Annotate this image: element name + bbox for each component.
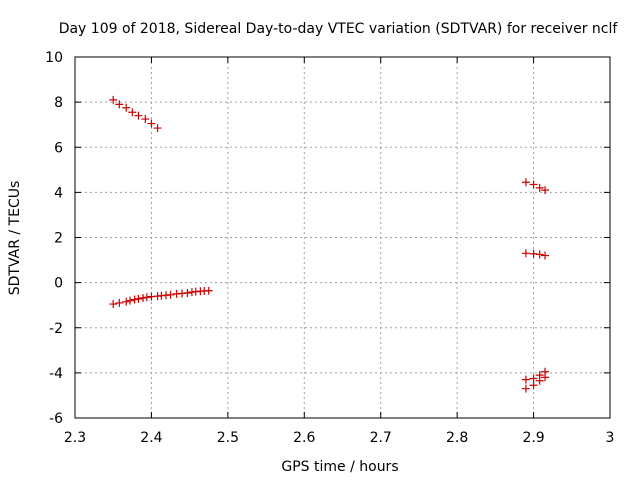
series-arc-a-high (109, 95, 162, 133)
data-point (130, 295, 139, 304)
chart-title: Day 109 of 2018, Sidereal Day-to-day VTE… (59, 21, 619, 37)
y-tick-label: -2 (49, 321, 63, 337)
data-point (204, 286, 213, 295)
x-tick-label: 2.6 (293, 430, 315, 446)
data-point (115, 100, 124, 109)
data-point (529, 180, 538, 189)
data-point (535, 376, 544, 385)
data-point (147, 119, 156, 128)
y-tick-labels: -6 -4 -2 0 2 4 6 8 10 (45, 50, 63, 427)
data-point (521, 375, 530, 384)
series-arc-b-lower-1 (521, 367, 550, 384)
y-axis-label: SDTVAR / TECUs (7, 181, 23, 296)
x-tick-label: 2.5 (217, 430, 239, 446)
axis-ticks (74, 56, 611, 419)
y-tick-label: 6 (54, 140, 63, 156)
y-tick-label: -6 (49, 411, 63, 427)
x-tick-label: 2.3 (64, 430, 86, 446)
data-point (126, 296, 135, 305)
data-point (122, 297, 131, 306)
data-point (139, 293, 148, 302)
data-point (141, 115, 150, 124)
data-point (529, 381, 538, 390)
data-point (529, 249, 538, 258)
data-point (134, 294, 143, 303)
data-point (122, 103, 131, 112)
y-tick-label: 8 (54, 95, 63, 111)
series-arc-b-upper (521, 178, 550, 195)
x-tick-labels: 2.3 2.4 2.5 2.6 2.7 2.8 2.9 3 (64, 430, 615, 446)
x-tick-label: 2.7 (370, 430, 392, 446)
data-point (541, 373, 550, 382)
data-point (166, 290, 175, 299)
data-point (541, 251, 550, 260)
data-point (153, 124, 162, 133)
data-point (521, 384, 530, 393)
data-point (535, 250, 544, 259)
series-arc-a-low (109, 286, 213, 309)
x-tick-label: 2.9 (522, 430, 544, 446)
x-axis-label: GPS time / hours (281, 459, 398, 475)
data-point (521, 249, 530, 258)
y-tick-label: -4 (49, 366, 63, 382)
data-point (529, 374, 538, 383)
data-point (541, 186, 550, 195)
data-point (142, 293, 151, 302)
data-points (109, 95, 550, 393)
y-tick-label: 4 (54, 185, 63, 201)
data-point (521, 178, 530, 187)
y-tick-label: 2 (54, 231, 63, 247)
y-tick-label: 0 (54, 276, 63, 292)
y-tick-label: 10 (45, 50, 63, 66)
data-point (183, 289, 192, 298)
data-point (109, 95, 118, 104)
series-arc-b-middle (521, 249, 550, 260)
data-point (115, 298, 124, 307)
data-point (128, 108, 137, 117)
x-tick-label: 3 (606, 430, 615, 446)
data-point (109, 300, 118, 309)
data-point (134, 111, 143, 120)
grid-lines (75, 57, 610, 418)
data-point (535, 183, 544, 192)
x-tick-label: 2.8 (446, 430, 468, 446)
x-tick-label: 2.4 (140, 430, 162, 446)
series-arc-b-lower-2 (521, 373, 550, 393)
